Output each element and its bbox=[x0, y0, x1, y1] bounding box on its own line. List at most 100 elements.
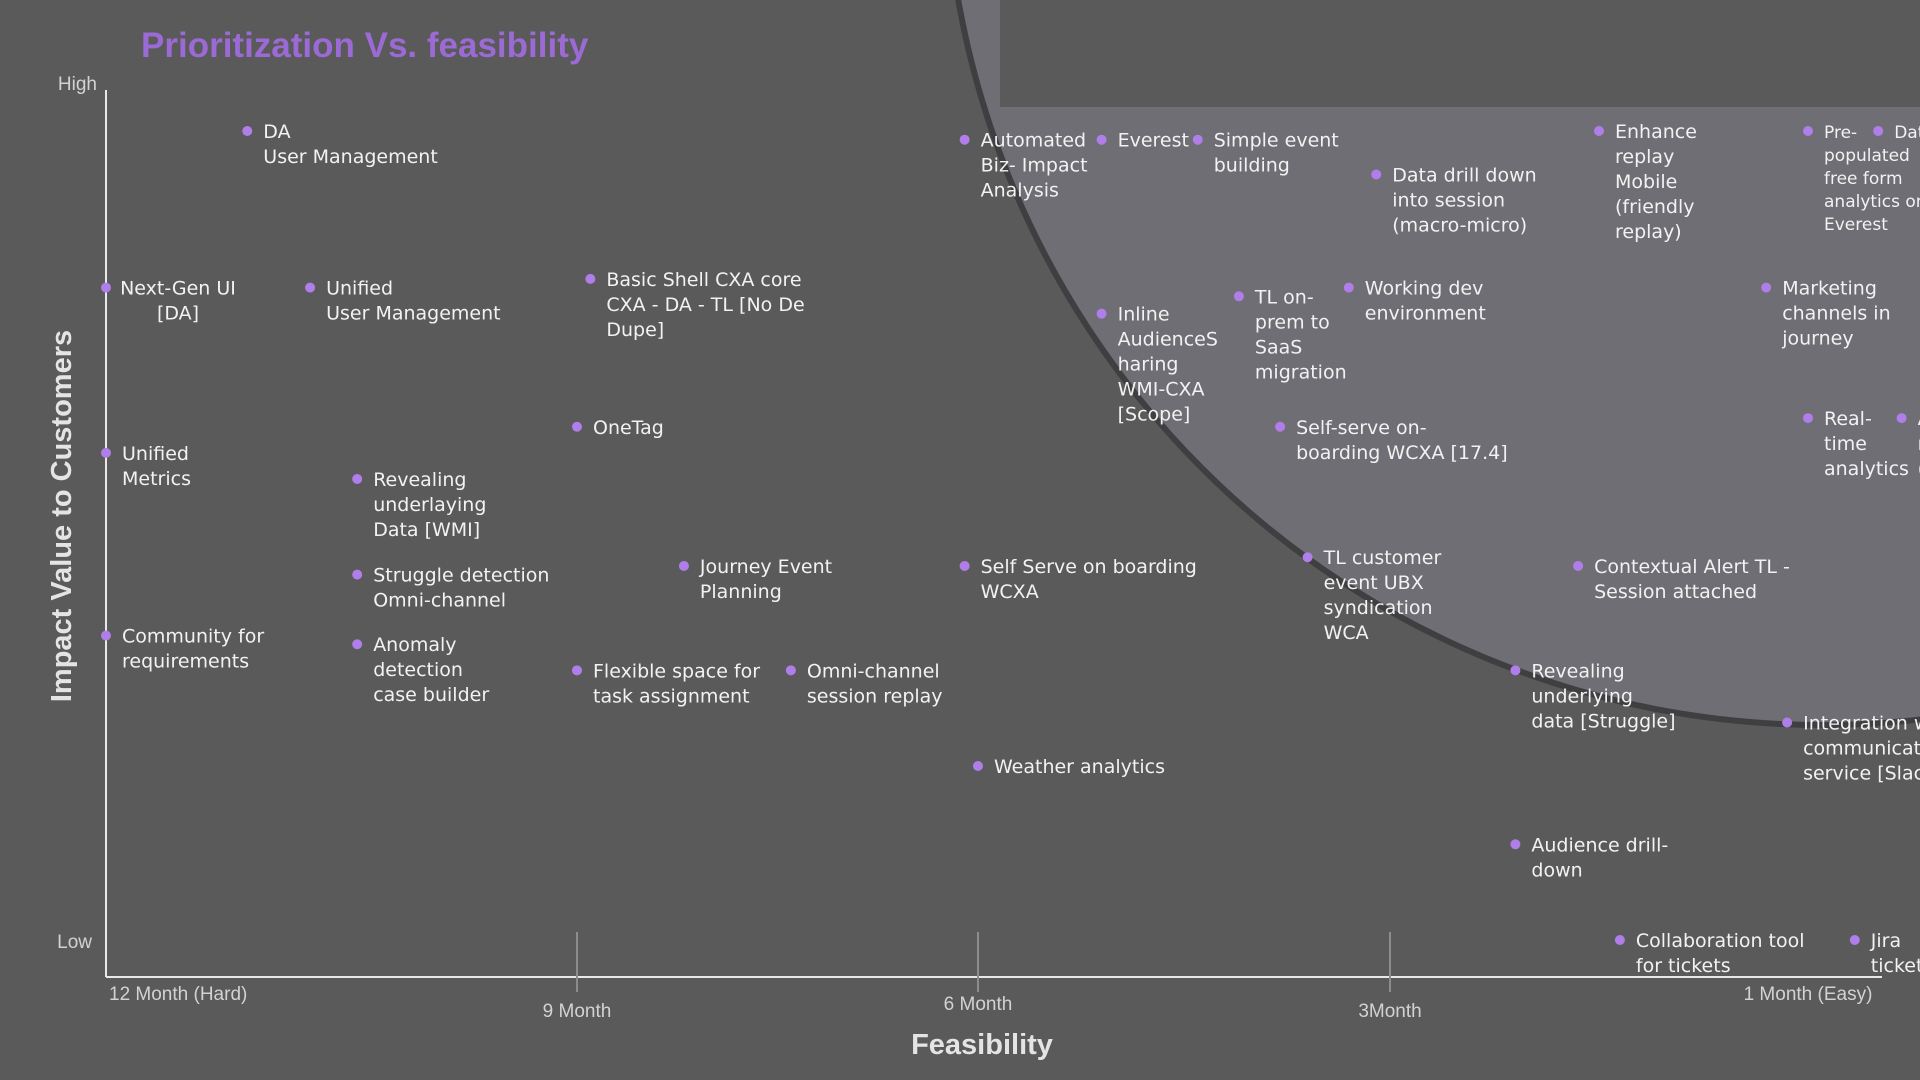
data-point-marker bbox=[1275, 421, 1286, 432]
data-point-label-line: Jira bbox=[1870, 930, 1901, 952]
data-point-label-line: ticketing bbox=[1871, 955, 1920, 977]
data-point: Weather analytics bbox=[973, 756, 1165, 778]
data-point-marker bbox=[572, 665, 582, 676]
data-point-label-line: Enhance bbox=[1615, 121, 1697, 143]
data-point-label-line: time bbox=[1824, 433, 1867, 455]
data-point-label: Jira ticketing bbox=[1870, 930, 1920, 977]
data-point-label: Simple event building bbox=[1214, 130, 1339, 177]
data-point-label-line: replay) bbox=[1615, 221, 1682, 243]
data-point-label-line: prem to bbox=[1255, 311, 1330, 333]
data-point-label-line: Community for bbox=[122, 626, 264, 648]
data-point-label: Enhance replay Mobile (friendly replay) bbox=[1615, 121, 1697, 243]
data-point: Anomaly detection case builder bbox=[352, 634, 489, 706]
data-point-label-line: environment bbox=[1365, 303, 1486, 325]
data-point-label-line: Omni-channel bbox=[807, 660, 940, 682]
data-point-label-line: journey bbox=[1781, 328, 1853, 350]
x-tick-label: 3Month bbox=[1358, 1001, 1421, 1022]
data-point-label-line: Revealing bbox=[373, 469, 466, 491]
data-point: Collaboration tool for tickets bbox=[1614, 930, 1805, 977]
data-point-label-line: Mobile bbox=[1615, 171, 1677, 193]
data-point-label-line: session replay bbox=[807, 685, 943, 707]
data-point-marker bbox=[352, 473, 363, 484]
data-point-marker bbox=[1302, 552, 1313, 563]
data-point-label-line: Contextual Alert TL - bbox=[1594, 556, 1790, 578]
data-point: Audience metadata (description) bbox=[1896, 408, 1920, 480]
data-point-label-line: replay bbox=[1615, 146, 1674, 168]
data-point-label-line: Planning bbox=[700, 581, 782, 603]
data-point-label-line: Audience bbox=[1918, 408, 1920, 430]
data-point-label-line: Audience drill- bbox=[1531, 834, 1668, 856]
data-point-label-line: requirements bbox=[122, 651, 249, 673]
data-point-label-line: haring bbox=[1118, 354, 1179, 376]
data-point-marker bbox=[1614, 935, 1625, 945]
data-point-label-line: Next-Gen UI bbox=[120, 278, 236, 300]
data-point-label-line: metadata bbox=[1918, 433, 1920, 455]
data-point-label-line: User Management bbox=[326, 303, 501, 325]
data-point-marker bbox=[1803, 126, 1813, 136]
data-point-marker bbox=[1896, 413, 1907, 424]
data-point: Data export [TL] bbox=[1873, 123, 1920, 143]
y-tick-low: Low bbox=[57, 932, 92, 953]
data-point-label-line: Metrics bbox=[122, 468, 191, 490]
data-point-label: Automated Biz- Impact Analysis bbox=[981, 130, 1088, 202]
data-point-marker bbox=[1096, 134, 1107, 145]
data-point-label-line: Dupe] bbox=[606, 319, 664, 341]
data-point-label: Unified User Management bbox=[326, 278, 501, 325]
data-point: Working dev environment bbox=[1343, 278, 1486, 325]
data-point-label-line: for tickets bbox=[1636, 955, 1731, 977]
data-point-label-line: WCA bbox=[1324, 622, 1369, 644]
data-point-label: TL on-prem to SaaS migration bbox=[1254, 286, 1347, 383]
data-point: Revealing underlaying Data [WMI] bbox=[352, 469, 486, 541]
data-point-label: Revealing underlaying Data [WMI] bbox=[373, 469, 486, 541]
data-point: Pre-populated free form analytics on Everes… bbox=[1803, 123, 1920, 235]
data-point-label-line: [DA] bbox=[157, 303, 199, 325]
data-point-marker bbox=[101, 447, 111, 458]
data-point-label-line: Anomaly bbox=[373, 634, 456, 656]
data-point-label-line: case builder bbox=[373, 684, 489, 706]
data-point-label-line: data [Struggle] bbox=[1531, 710, 1675, 732]
data-point-marker bbox=[1233, 291, 1244, 302]
data-point-label-line: Basic Shell CXA core bbox=[606, 269, 801, 291]
data-point-label: Revealing underlying data [Struggle] bbox=[1531, 660, 1675, 732]
data-point-label-line: down bbox=[1531, 859, 1582, 881]
data-point-label-line: Self-serve on- bbox=[1296, 417, 1426, 439]
data-point: Real-time analytics bbox=[1803, 408, 1909, 480]
data-point-label-line: Integration within bbox=[1803, 713, 1920, 735]
x-tick-label: 1 Month (Easy) bbox=[1744, 984, 1873, 1005]
data-point-label: Struggle detection Omni-channel bbox=[373, 565, 549, 612]
data-point-marker bbox=[101, 282, 111, 293]
data-point-label-line: analytics bbox=[1824, 458, 1909, 480]
data-point-label-line: Automated bbox=[981, 130, 1086, 152]
data-point-label: Pre-populated free form analytics on Everes… bbox=[1824, 123, 1920, 235]
data-point-label: Unified Metrics bbox=[122, 443, 191, 490]
data-point-label-line: underlying bbox=[1531, 685, 1633, 707]
data-point-label-line: Omni-channel bbox=[373, 590, 506, 612]
data-point-label-line: Session attached bbox=[1594, 581, 1757, 603]
data-point: Flexible space for task assignment bbox=[572, 660, 760, 707]
data-point-label-line: syndication bbox=[1324, 597, 1433, 619]
data-point-marker bbox=[352, 639, 363, 650]
data-point-label-line: Analysis bbox=[981, 180, 1059, 202]
data-point-label-line: Data export [TL] bbox=[1894, 123, 1920, 143]
data-point-label: Everest bbox=[1118, 130, 1189, 152]
data-point-label-line: building bbox=[1214, 155, 1290, 177]
data-point-label-line: underlaying bbox=[373, 494, 486, 516]
data-point-label-line: Data drill down bbox=[1392, 164, 1536, 186]
data-point-marker bbox=[1782, 717, 1793, 728]
data-point-label-line: WMI-CXA bbox=[1118, 379, 1205, 401]
data-point-label-line: Everest bbox=[1824, 215, 1888, 235]
data-point-label-line: analytics on bbox=[1824, 192, 1920, 212]
data-point-label: Self Serve on boarding WCXA bbox=[981, 556, 1197, 603]
data-point-label-line: SaaS bbox=[1255, 336, 1302, 358]
highlight-region bbox=[955, 0, 1920, 728]
data-point-marker bbox=[1510, 839, 1521, 850]
data-point-label-line: Real- bbox=[1824, 408, 1872, 430]
data-point-label-line: channels in bbox=[1782, 303, 1890, 325]
data-point-marker bbox=[1096, 308, 1107, 319]
data-point-label: Marketing channels in journey bbox=[1781, 278, 1890, 350]
data-point-label-line: User Management bbox=[263, 146, 438, 168]
data-point-label: Omni-channel session replay bbox=[807, 660, 943, 707]
data-point-marker bbox=[352, 569, 363, 580]
chart-title: Prioritization Vs. feasibility bbox=[141, 26, 589, 65]
